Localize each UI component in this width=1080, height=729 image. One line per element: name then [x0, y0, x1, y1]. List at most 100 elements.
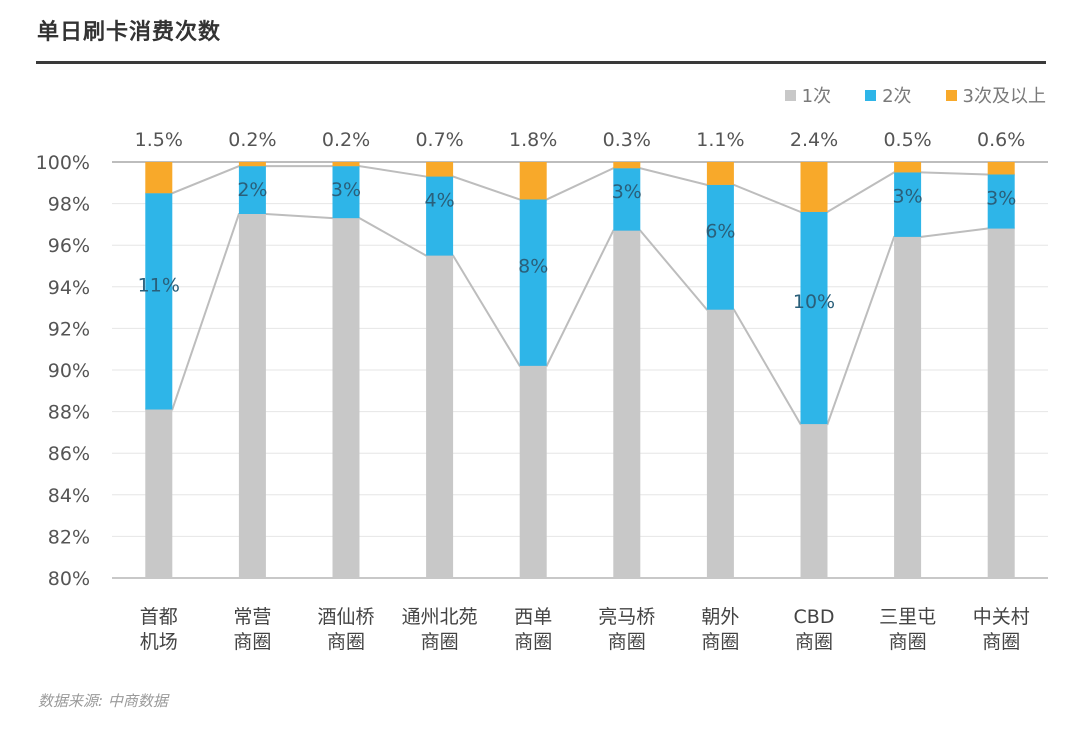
bar-3x-plus — [332, 162, 360, 167]
bars — [145, 162, 1015, 578]
x-tick-label: 三里屯 — [879, 606, 936, 628]
data-labels: 11% 1.5% 2% 0.2% 3% 0.2% 4% 0.7% 8% 1.8% 3% 0.3% 6% 1… — [135, 129, 1026, 313]
bar-2x — [519, 199, 547, 366]
x-tick-label: 常营 — [233, 606, 271, 628]
y-axis: 80% 82% 84% 86% 88% 90% 92% 94% 96% 98% 100% — [36, 152, 90, 590]
bar-2x — [706, 184, 734, 310]
legend-swatch-3x-plus — [945, 89, 957, 101]
bar-3x-plus — [519, 162, 547, 200]
bar-1x — [800, 424, 828, 578]
bar-1x — [613, 230, 641, 578]
data-label-3x-plus: 1.8% — [509, 129, 557, 151]
y-tick-label: 84% — [48, 485, 90, 507]
data-label-3x-plus: 0.2% — [322, 129, 370, 151]
y-tick-label: 90% — [48, 360, 90, 382]
x-tick-label: 中关村 — [973, 606, 1030, 628]
connector-line-2x — [145, 165, 1015, 213]
y-tick-label: 98% — [48, 194, 90, 216]
data-label-3x-plus: 0.7% — [415, 129, 463, 151]
x-tick-label: 酒仙桥 — [317, 606, 374, 628]
x-tick-label: 朝外 — [701, 606, 739, 628]
x-tick-label: 亮马桥 — [598, 606, 655, 628]
x-tick-label: 机场 — [140, 631, 178, 653]
y-tick-label: 94% — [48, 277, 90, 299]
bar-1x — [332, 218, 360, 578]
bar-3x-plus — [706, 162, 734, 185]
x-tick-label: 商圈 — [233, 631, 271, 653]
bar-2x — [145, 193, 173, 410]
bar-1x — [987, 228, 1015, 578]
bar-2x — [613, 168, 641, 231]
data-label-3x-plus: 1.1% — [696, 129, 744, 151]
data-label-2x: 10% — [793, 291, 835, 313]
x-tick-label: 商圈 — [421, 631, 459, 653]
x-tick-label: 通州北苑 — [402, 606, 478, 628]
connector-line-1x — [145, 213, 1015, 426]
title-divider — [36, 61, 1046, 64]
bar-3x-plus — [800, 162, 828, 212]
data-label-3x-plus: 0.3% — [603, 129, 651, 151]
y-tick-label: 82% — [48, 526, 90, 548]
legend-item-1x: 1次 — [784, 82, 832, 108]
data-label-2x: 3% — [612, 181, 642, 203]
data-label-2x: 4% — [425, 190, 455, 212]
x-tick-label: 首都 — [140, 606, 178, 628]
x-tick-label: 商圈 — [514, 631, 552, 653]
bar-3x-plus — [613, 162, 641, 169]
y-tick-label: 92% — [48, 318, 90, 340]
x-tick-label: 商圈 — [701, 631, 739, 653]
y-tick-label: 96% — [48, 235, 90, 257]
bar-3x-plus — [145, 162, 173, 194]
bar-2x — [894, 172, 922, 237]
bar-2x — [800, 211, 828, 425]
legend: 1次 2次 3次及以上 — [784, 82, 1046, 108]
data-label-2x: 3% — [986, 187, 1016, 209]
bar-3x-plus — [894, 162, 922, 173]
data-label-2x: 6% — [705, 220, 735, 242]
legend-label-2x: 2次 — [882, 86, 912, 107]
bar-1x — [519, 365, 547, 578]
connector-lines — [112, 161, 1048, 426]
bar-2x — [238, 166, 266, 214]
bar-3x-plus — [987, 162, 1015, 175]
bar-2x — [332, 166, 360, 219]
data-label-2x: 3% — [893, 185, 923, 207]
data-label-3x-plus: 2.4% — [790, 129, 838, 151]
chart-title: 单日刷卡消费次数 — [37, 20, 222, 45]
x-tick-label: 商圈 — [327, 631, 365, 653]
legend-item-3x-plus: 3次及以上 — [945, 82, 1046, 108]
x-tick-label: 商圈 — [889, 631, 927, 653]
bar-1x — [426, 255, 454, 578]
data-label-2x: 11% — [138, 274, 180, 296]
data-label-2x: 8% — [518, 256, 548, 278]
bar-1x — [145, 409, 173, 578]
bar-3x-plus — [238, 162, 266, 167]
y-tick-label: 88% — [48, 402, 90, 424]
data-label-2x: 2% — [237, 179, 267, 201]
x-tick-label: 西单 — [514, 606, 552, 628]
x-tick-label: CBD — [794, 606, 835, 628]
gridlines — [112, 161, 1048, 579]
legend-item-2x: 2次 — [865, 82, 912, 108]
y-tick-label: 86% — [48, 443, 90, 465]
x-tick-label: 商圈 — [608, 631, 646, 653]
data-label-3x-plus: 0.2% — [228, 129, 276, 151]
data-label-2x: 3% — [331, 179, 361, 201]
data-source-note: 数据来源: 中商数据 — [38, 692, 168, 710]
bar-2x — [426, 176, 454, 256]
y-tick-label: 80% — [48, 568, 90, 590]
x-tick-label: 商圈 — [982, 631, 1020, 653]
bar-3x-plus — [426, 162, 454, 177]
bar-1x — [894, 236, 922, 578]
y-tick-label: 100% — [36, 152, 90, 174]
bar-2x — [987, 174, 1015, 229]
x-tick-label: 商圈 — [795, 631, 833, 653]
legend-swatch-2x — [865, 89, 877, 101]
legend-label-1x: 1次 — [801, 86, 832, 107]
legend-swatch-1x — [784, 89, 796, 101]
data-label-3x-plus: 1.5% — [135, 129, 183, 151]
bar-1x — [706, 309, 734, 578]
data-label-3x-plus: 0.5% — [883, 129, 931, 151]
